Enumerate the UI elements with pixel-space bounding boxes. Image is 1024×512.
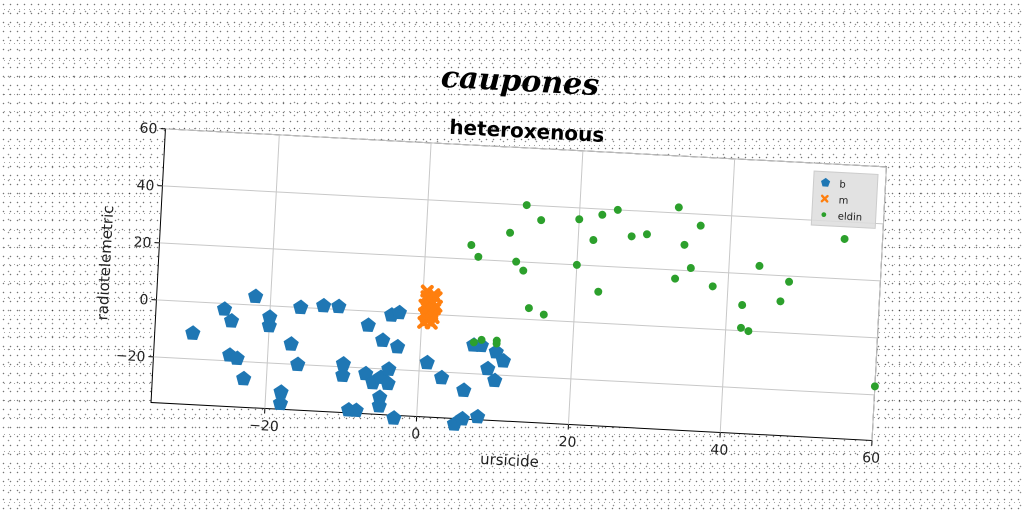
x-axis-label: ursicide bbox=[480, 450, 540, 471]
legend-label-eldin: eldin bbox=[837, 211, 862, 223]
x-tick-label: 0 bbox=[411, 426, 421, 442]
legend-label-m: m bbox=[838, 195, 848, 206]
chart-supertitle: caupones bbox=[440, 60, 600, 103]
y-tick-label: −20 bbox=[115, 348, 145, 366]
legend: bm eldin bbox=[811, 171, 878, 228]
series-m bbox=[419, 286, 441, 327]
y-tick-label: 20 bbox=[133, 235, 152, 252]
y-tick-label: 0 bbox=[139, 292, 149, 308]
y-axis-label: radiotelemetric bbox=[93, 205, 117, 321]
x-tick-label: −20 bbox=[249, 418, 279, 436]
legend-label-b: b bbox=[839, 179, 846, 190]
plot-area bbox=[151, 129, 886, 441]
y-tick-label: 40 bbox=[136, 178, 155, 195]
axes: −20 0 20 40 60 −20 0 20 40 60 heteroxenous ursici… bbox=[87, 97, 897, 489]
x-tick-label: 60 bbox=[862, 450, 881, 467]
y-tick-label: 60 bbox=[139, 121, 158, 138]
chart-title: heteroxenous bbox=[449, 115, 605, 147]
x-tick-label: 40 bbox=[710, 442, 729, 459]
x-tick-label: 20 bbox=[558, 434, 577, 451]
